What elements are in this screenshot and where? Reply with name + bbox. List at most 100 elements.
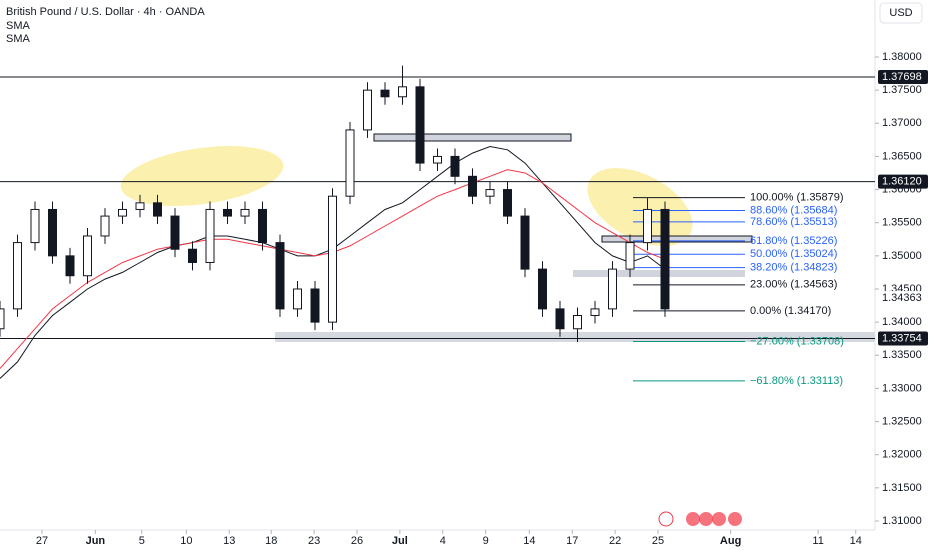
currency-label[interactable]: USD: [889, 7, 912, 19]
y-tick-label: 1.37500: [882, 84, 922, 96]
candle-body: [485, 189, 495, 197]
candle-body: [83, 235, 92, 277]
y-tick-label: 1.38000: [882, 51, 922, 63]
level-tag: [878, 331, 928, 346]
x-tick-label: 26: [351, 535, 363, 547]
candle-body: [520, 215, 530, 270]
candle-body: [555, 308, 565, 330]
y-tick-label: 1.32000: [882, 449, 922, 461]
candle-body: [170, 215, 180, 250]
y-tick-label: 1.34000: [882, 316, 922, 328]
event-icon[interactable]: [728, 512, 742, 526]
candle-body: [398, 86, 407, 98]
candle-body: [223, 208, 232, 217]
x-tick-label: 10: [180, 535, 192, 547]
candle-body: [310, 288, 320, 323]
level-tag: [878, 70, 928, 85]
x-tick-label: Aug: [720, 535, 741, 547]
candle-body: [100, 215, 110, 237]
candle-body: [643, 208, 652, 244]
candle-body: [573, 315, 582, 330]
candle-body: [118, 208, 127, 217]
plot: 1.380001.375001.370001.365001.360001.355…: [0, 51, 928, 547]
x-tick-label: 5: [139, 535, 145, 547]
candle-body: [293, 288, 302, 310]
x-tick-label: 9: [483, 535, 489, 547]
y-tick-label: 1.35000: [882, 250, 922, 262]
x-tick-label: Jun: [86, 535, 106, 547]
candle-body: [135, 202, 145, 210]
x-tick-label: 27: [36, 535, 48, 547]
event-icon[interactable]: [686, 512, 700, 526]
event-icon[interactable]: [712, 512, 726, 526]
fib-label: −27.00% (1.33708): [750, 335, 844, 347]
candle-body: [65, 255, 75, 277]
candle-body: [660, 208, 670, 310]
candle-body: [48, 208, 57, 257]
candle-body: [608, 268, 617, 310]
x-tick-label: 11: [812, 535, 823, 547]
y-tick-label: 1.31000: [882, 515, 922, 527]
x-tick-label: 18: [265, 535, 277, 547]
zone: [573, 270, 745, 277]
candle-body: [380, 89, 390, 98]
candle-body: [258, 208, 267, 244]
candle-body: [433, 155, 442, 164]
candle-body: [590, 308, 600, 317]
highlight-ellipse: [120, 146, 284, 206]
y-tick-label: 1.33000: [882, 382, 922, 394]
x-tick-label: Jul: [392, 535, 408, 547]
candle-body: [538, 268, 547, 310]
candle-body: [275, 242, 285, 310]
candle-body: [363, 89, 372, 131]
candle-body: [345, 129, 355, 197]
y-tick-label: 1.35500: [882, 217, 922, 229]
fib-label: −61.80% (1.33113): [750, 375, 843, 387]
x-tick-label: 23: [308, 535, 320, 547]
candle-body: [625, 242, 635, 270]
candle-body: [205, 208, 215, 263]
zone: [275, 332, 875, 342]
level-label: 1.33754: [882, 332, 922, 344]
y-tick-label: 1.33500: [882, 349, 922, 361]
currency-button[interactable]: [879, 2, 923, 24]
x-tick-label: 13: [223, 535, 235, 547]
x-tick-label: 14: [850, 535, 862, 547]
event-icon[interactable]: [699, 512, 713, 526]
level-label: 1.37698: [882, 71, 922, 83]
indicator-label: SMA: [6, 20, 31, 32]
fib-label: 0.00% (1.34170): [750, 305, 831, 317]
candle-body: [0, 308, 5, 330]
fib-label: 50.00% (1.35024): [750, 248, 837, 260]
fib-label: 61.80% (1.35226): [750, 235, 837, 247]
zone: [601, 235, 753, 243]
last-price-label: 1.34363: [882, 292, 922, 304]
last-price-tag: [878, 291, 928, 306]
indicator-label: SMA: [6, 33, 31, 45]
level-tag: [878, 174, 928, 189]
x-tick-label: 22: [609, 535, 621, 547]
x-tick-label: 14: [523, 535, 535, 547]
y-tick-label: 1.37000: [882, 117, 922, 129]
candle-body: [415, 86, 425, 164]
x-tick-label: 4: [440, 535, 446, 547]
candle-body: [30, 208, 40, 244]
candle-body: [468, 175, 477, 197]
candle-body: [503, 189, 512, 217]
candle-body: [188, 248, 197, 263]
event-icon[interactable]: [658, 511, 674, 527]
fib-label: 100.00% (1.35879): [750, 191, 844, 203]
y-tick-label: 1.31500: [882, 482, 922, 494]
fib-label: 78.60% (1.35513): [750, 216, 837, 228]
y-tick-label: 1.32500: [882, 415, 922, 427]
x-tick-label: 25: [652, 535, 664, 547]
x-tick-label: 17: [566, 535, 578, 547]
y-tick-label: 1.36500: [882, 150, 922, 162]
candle-body: [450, 155, 460, 177]
fib-label: 38.20% (1.34823): [750, 261, 837, 273]
candle-body: [240, 208, 250, 217]
chart-title: British Pound / U.S. Dollar · 4h · OANDA: [6, 6, 205, 18]
candle-body: [13, 242, 22, 310]
